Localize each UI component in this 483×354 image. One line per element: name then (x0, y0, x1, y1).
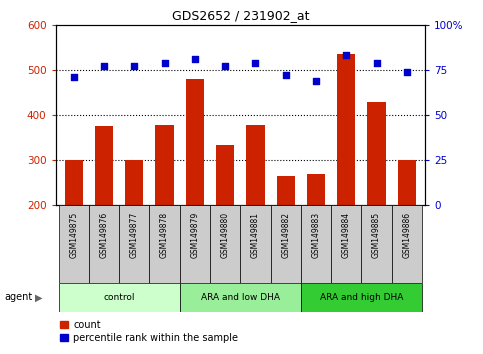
Text: GSM149878: GSM149878 (160, 212, 169, 258)
Bar (89, 205, 119, 283)
Point (342, 53, 350, 58)
Text: agent: agent (5, 292, 33, 302)
Point (373, 60, 381, 65)
Bar (125, 160, 143, 205)
Bar (398, 160, 416, 205)
Text: GDS2652 / 231902_at: GDS2652 / 231902_at (171, 9, 309, 22)
Bar (246, 125, 265, 205)
Bar (277, 176, 295, 205)
Bar (180, 283, 301, 312)
Bar (119, 205, 149, 283)
Bar (58, 205, 89, 283)
Point (252, 60, 259, 65)
Bar (301, 205, 331, 283)
Text: GSM149881: GSM149881 (251, 212, 260, 258)
Point (403, 69, 411, 75)
Bar (307, 174, 325, 205)
Bar (241, 205, 270, 283)
Bar (95, 126, 113, 205)
Bar (361, 205, 392, 283)
Text: GSM149880: GSM149880 (221, 212, 229, 258)
Text: GSM149877: GSM149877 (130, 212, 139, 258)
Bar (149, 205, 180, 283)
Bar (270, 205, 301, 283)
Bar (180, 205, 210, 283)
Point (100, 63, 108, 69)
Point (282, 73, 290, 78)
Point (191, 56, 199, 62)
Text: GSM149882: GSM149882 (281, 212, 290, 258)
Text: GSM149875: GSM149875 (69, 212, 78, 258)
Text: ▶: ▶ (35, 292, 43, 302)
Legend: count, percentile rank within the sample: count, percentile rank within the sample (60, 320, 238, 343)
Bar (58, 283, 180, 312)
Bar (337, 54, 355, 205)
Text: GSM149885: GSM149885 (372, 212, 381, 258)
Point (221, 63, 229, 69)
Point (130, 63, 138, 69)
Bar (210, 205, 241, 283)
Bar (301, 283, 422, 312)
Text: ARA and low DHA: ARA and low DHA (201, 293, 280, 302)
Text: GSM149879: GSM149879 (190, 212, 199, 258)
Bar (392, 205, 422, 283)
Point (161, 60, 169, 65)
Bar (65, 160, 83, 205)
Point (70, 74, 78, 80)
Text: GSM149876: GSM149876 (99, 212, 109, 258)
Bar (216, 145, 234, 205)
Bar (331, 205, 361, 283)
Point (312, 78, 320, 84)
Bar (368, 102, 385, 205)
Text: GSM149884: GSM149884 (342, 212, 351, 258)
Text: ARA and high DHA: ARA and high DHA (320, 293, 403, 302)
Bar (156, 125, 174, 205)
Text: control: control (103, 293, 135, 302)
Bar (186, 79, 204, 205)
Text: GSM149886: GSM149886 (402, 212, 412, 258)
Text: GSM149883: GSM149883 (312, 212, 321, 258)
